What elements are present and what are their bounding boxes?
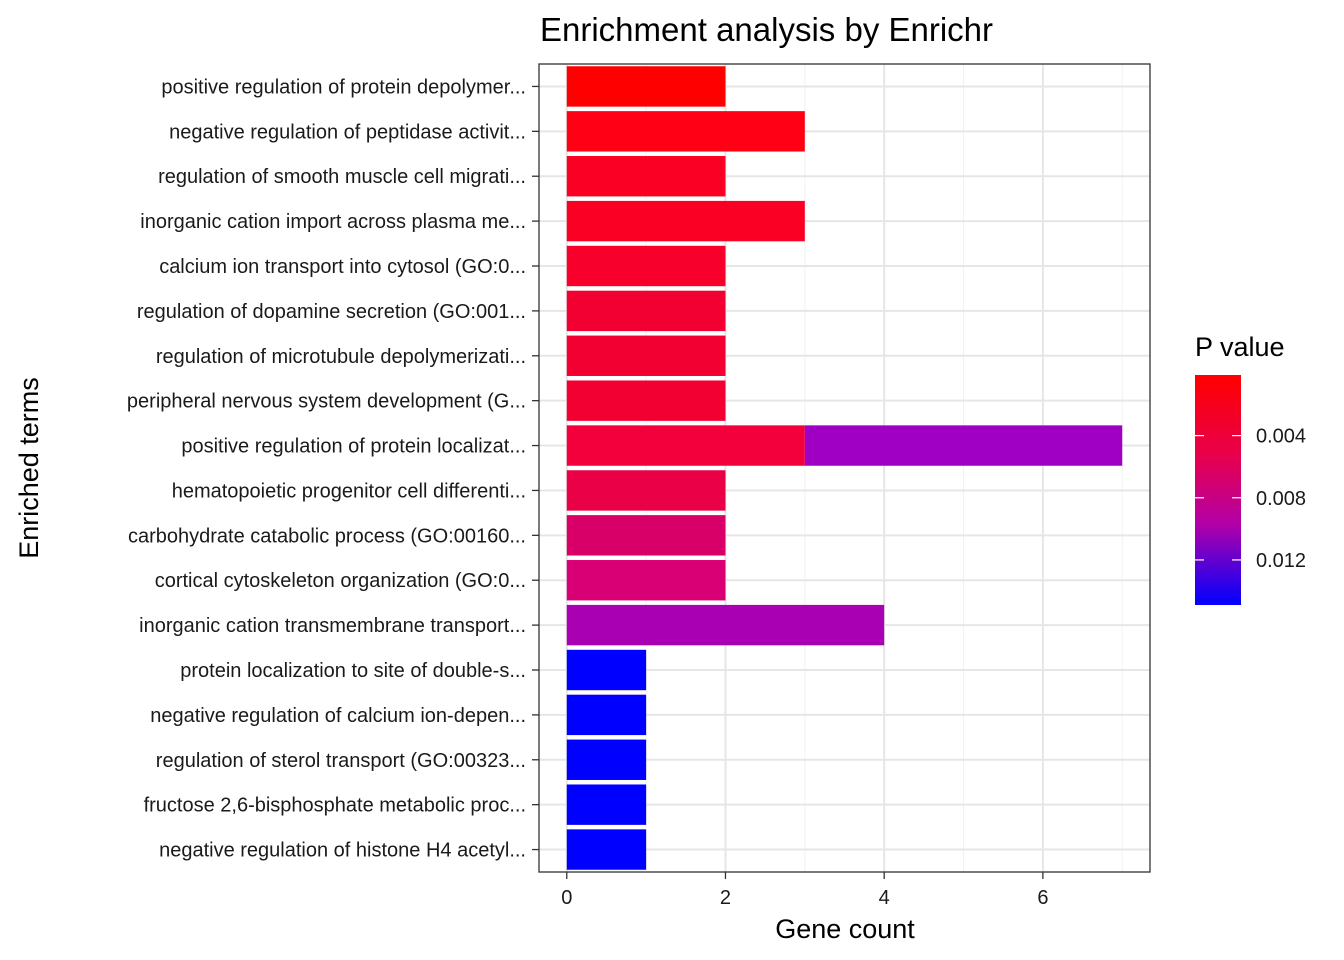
x-tick-label: 6 <box>1037 887 1048 909</box>
y-tick-label: peripheral nervous system development (G… <box>127 391 526 413</box>
x-tick-label: 4 <box>879 887 890 909</box>
bar-segment <box>566 694 647 736</box>
bars <box>566 66 1123 870</box>
bar-segment <box>566 245 726 287</box>
y-axis-title: Enriched terms <box>14 377 44 559</box>
x-axis-title: Gene count <box>775 914 915 944</box>
bar-segment <box>566 156 726 197</box>
y-tick-label: regulation of microtubule depolymerizati… <box>156 346 526 368</box>
bar-segment <box>566 290 726 332</box>
bar-segment <box>566 604 885 646</box>
bar-segment <box>804 425 1123 466</box>
y-axis: positive regulation of protein depolymer… <box>127 76 539 862</box>
legend-title: P value <box>1195 332 1285 362</box>
y-tick-label: hematopoietic progenitor cell differenti… <box>172 480 526 502</box>
y-tick-label: cortical cytoskeleton organization (GO:0… <box>155 570 526 592</box>
bar-segment <box>566 470 726 511</box>
bar-segment <box>566 649 647 691</box>
y-tick-label: carbohydrate catabolic process (GO:00160… <box>128 525 526 547</box>
chart-title: Enrichment analysis by Enrichr <box>540 11 993 48</box>
legend-ticks: 0.004 0.008 0.012 <box>1195 426 1306 572</box>
bar-segment <box>566 335 726 376</box>
bar-segment <box>566 380 726 421</box>
legend-colorbar <box>1195 375 1241 605</box>
bar-segment <box>566 425 805 466</box>
plot-background <box>539 64 1150 872</box>
bar-segment <box>566 200 805 242</box>
y-tick-label: regulation of dopamine secretion (GO:001… <box>137 301 526 323</box>
y-tick-label: negative regulation of calcium ion-depen… <box>150 705 526 727</box>
y-tick-label: protein localization to site of double-s… <box>180 660 526 682</box>
legend: P value 0.004 0.008 0.012 <box>1195 332 1306 605</box>
x-tick-label: 2 <box>720 887 731 909</box>
y-tick-label: fructose 2,6-bisphosphate metabolic proc… <box>144 795 526 817</box>
legend-tick-label: 0.008 <box>1256 488 1306 510</box>
y-tick-label: calcium ion transport into cytosol (GO:0… <box>159 256 526 278</box>
y-tick-label: positive regulation of protein localizat… <box>181 436 526 458</box>
bar-segment <box>566 66 726 107</box>
legend-tick-label: 0.012 <box>1256 550 1306 572</box>
y-tick-label: positive regulation of protein depolymer… <box>161 76 526 98</box>
y-tick-label: inorganic cation import across plasma me… <box>140 211 526 233</box>
minor-gridlines <box>645 64 1123 872</box>
y-tick-label: regulation of smooth muscle cell migrati… <box>158 166 526 188</box>
bar-segment <box>566 560 726 601</box>
y-tick-label: regulation of sterol transport (GO:00323… <box>156 750 526 772</box>
x-tick-label: 0 <box>561 887 572 909</box>
legend-tick-label: 0.004 <box>1256 426 1306 448</box>
y-tick-label: negative regulation of histone H4 acetyl… <box>159 840 526 862</box>
x-axis: 0 2 4 6 <box>561 872 1048 909</box>
bar-segment <box>566 739 647 780</box>
bar-segment <box>566 784 647 825</box>
y-tick-label: negative regulation of peptidase activit… <box>169 121 526 143</box>
plot-panel-border <box>538 63 1151 873</box>
bar-segment <box>566 829 647 870</box>
bar-segment <box>566 515 726 556</box>
bar-segment <box>566 111 805 152</box>
y-tick-label: inorganic cation transmembrane transport… <box>139 615 526 637</box>
